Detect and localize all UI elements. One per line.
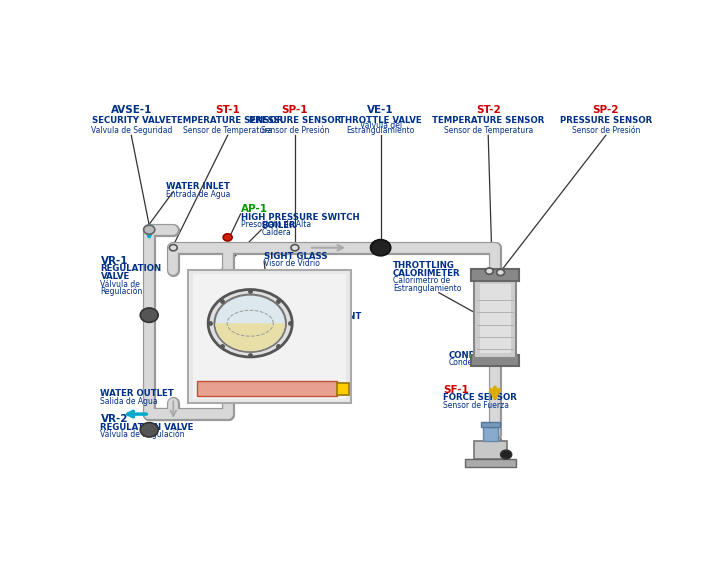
Text: Salida de Agua: Salida de Agua bbox=[100, 397, 158, 405]
Bar bbox=[481, 422, 500, 427]
Text: WATER OUTLET: WATER OUTLET bbox=[100, 390, 174, 398]
Text: Sensor de Presión: Sensor de Presión bbox=[572, 126, 640, 135]
Text: CONDENSED: CONDENSED bbox=[449, 351, 509, 360]
Text: REGULATION: REGULATION bbox=[100, 265, 161, 273]
Text: HIGH PRESSURE SWITCH: HIGH PRESSURE SWITCH bbox=[241, 213, 359, 221]
Bar bbox=[197, 381, 337, 396]
Text: THROTTLING: THROTTLING bbox=[393, 261, 455, 270]
Text: Sensor de Fuerza: Sensor de Fuerza bbox=[443, 401, 510, 409]
Text: AVSE-1: AVSE-1 bbox=[111, 105, 152, 115]
Text: Sensor de Temperatura: Sensor de Temperatura bbox=[444, 126, 533, 135]
Circle shape bbox=[497, 269, 505, 276]
Circle shape bbox=[223, 234, 232, 241]
Text: Estrangulamiento: Estrangulamiento bbox=[393, 284, 461, 293]
Text: VR-2: VR-2 bbox=[100, 414, 128, 424]
Text: Válvula de: Válvula de bbox=[100, 280, 140, 289]
Text: Calorimetro de: Calorimetro de bbox=[393, 276, 450, 286]
Text: AP-1: AP-1 bbox=[241, 204, 268, 214]
Text: Sensor de Temperatura: Sensor de Temperatura bbox=[183, 126, 273, 135]
Circle shape bbox=[291, 245, 299, 251]
Circle shape bbox=[370, 239, 390, 256]
Text: SP-2: SP-2 bbox=[593, 105, 619, 115]
Text: ST-1: ST-1 bbox=[215, 105, 240, 115]
Text: Estrangulamiento: Estrangulamiento bbox=[346, 126, 415, 135]
Bar bbox=[189, 270, 351, 403]
Bar bbox=[465, 459, 515, 467]
Bar bbox=[337, 383, 349, 395]
Text: TEMPERATURE SENSOR: TEMPERATURE SENSOR bbox=[432, 116, 544, 126]
Text: ST-2: ST-2 bbox=[476, 105, 500, 115]
Text: Válvula de Regulación: Válvula de Regulación bbox=[100, 429, 185, 439]
Text: VE-1: VE-1 bbox=[367, 105, 394, 115]
Bar bbox=[193, 274, 346, 399]
Circle shape bbox=[485, 268, 493, 274]
Text: Válvula del: Válvula del bbox=[359, 121, 402, 130]
Text: Visor de Vidrio: Visor de Vidrio bbox=[264, 259, 320, 269]
Text: REGULATION VALVE: REGULATION VALVE bbox=[100, 423, 194, 432]
Text: SIGHT GLASS: SIGHT GLASS bbox=[264, 252, 328, 261]
Bar bbox=[471, 354, 519, 366]
Bar bbox=[474, 279, 516, 358]
Text: VALVE: VALVE bbox=[100, 272, 129, 281]
Circle shape bbox=[500, 450, 512, 459]
Text: Sensor de Presión: Sensor de Presión bbox=[261, 126, 329, 135]
Text: WATER INLET: WATER INLET bbox=[166, 182, 230, 192]
Circle shape bbox=[169, 245, 177, 251]
Text: SECURITY VALVE: SECURITY VALVE bbox=[92, 116, 171, 126]
Circle shape bbox=[140, 308, 158, 322]
Text: Condensado: Condensado bbox=[449, 359, 497, 367]
Text: Caldera: Caldera bbox=[261, 228, 291, 237]
Circle shape bbox=[144, 225, 155, 234]
Text: SF-1: SF-1 bbox=[443, 385, 469, 395]
Bar bbox=[483, 427, 498, 441]
Wedge shape bbox=[215, 324, 285, 351]
Text: Regulación: Regulación bbox=[100, 287, 142, 296]
Text: PRESSURE SENSOR: PRESSURE SENSOR bbox=[560, 116, 652, 126]
Text: Presostato de Alta: Presostato de Alta bbox=[241, 220, 311, 229]
Circle shape bbox=[208, 290, 292, 357]
Bar bbox=[480, 284, 510, 353]
Text: HEATING ELEMENT: HEATING ELEMENT bbox=[272, 311, 362, 321]
Text: VR-1: VR-1 bbox=[100, 256, 128, 266]
Text: BOILER: BOILER bbox=[261, 221, 296, 230]
Text: Resistencia: Resistencia bbox=[272, 319, 315, 328]
Text: CALORIMETER: CALORIMETER bbox=[393, 269, 461, 278]
Text: TEMPERATURE SENSOR: TEMPERATURE SENSOR bbox=[171, 116, 284, 126]
Text: PRESSURE SENSOR: PRESSURE SENSOR bbox=[249, 116, 341, 126]
Bar bbox=[474, 441, 508, 459]
Circle shape bbox=[215, 294, 286, 352]
Text: AR-1: AR-1 bbox=[272, 303, 299, 313]
Circle shape bbox=[140, 423, 158, 437]
Bar bbox=[471, 269, 519, 281]
Text: Valvula de Seguridad: Valvula de Seguridad bbox=[90, 126, 172, 135]
Text: FORCE SENSOR: FORCE SENSOR bbox=[443, 394, 517, 402]
Text: THROTTLE VALVE: THROTTLE VALVE bbox=[339, 116, 422, 126]
Text: Entrada de Agua: Entrada de Agua bbox=[166, 190, 231, 199]
Text: SP-1: SP-1 bbox=[282, 105, 308, 115]
